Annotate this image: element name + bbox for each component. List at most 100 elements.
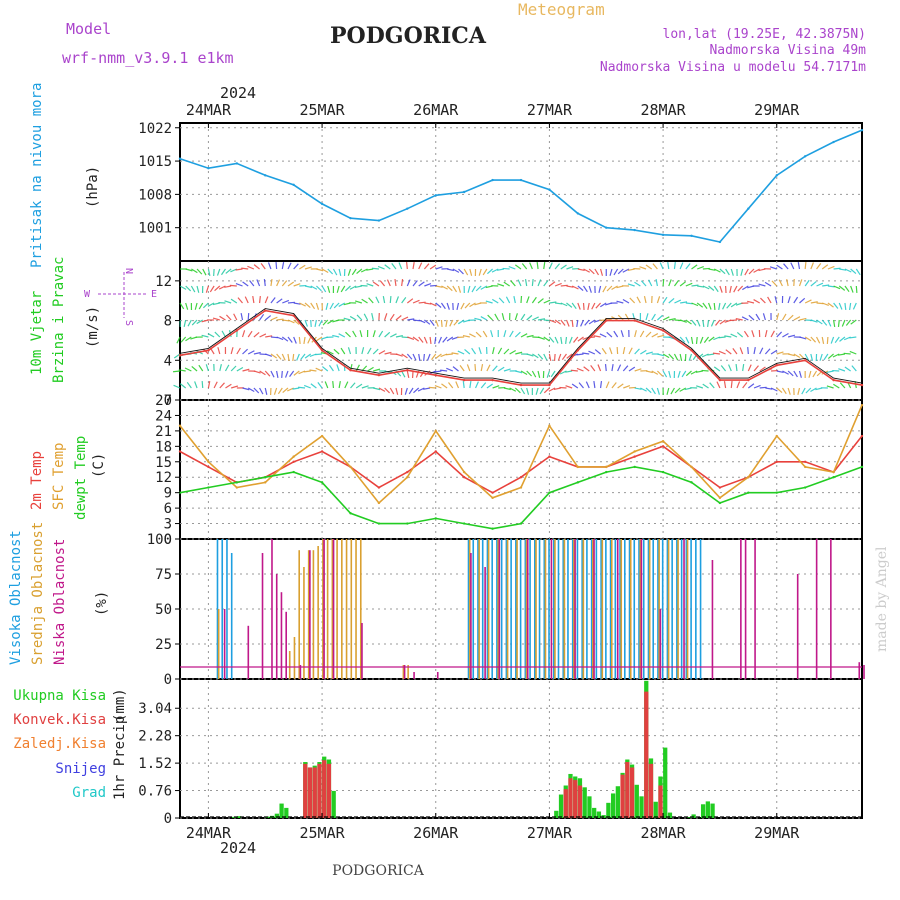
wind-arrow: [699, 336, 704, 344]
clouds-bar-srednja-oblacnost: [677, 539, 679, 679]
clouds-bar-visoka-oblacnost: [230, 553, 233, 679]
wind-arrow: [224, 364, 230, 372]
wind-arrow: [767, 296, 772, 304]
wind-arrow: [303, 384, 311, 389]
wind-arrow: [459, 364, 465, 372]
wind-arrow: [850, 268, 857, 275]
wind-arrow: [549, 319, 557, 324]
wind-arrow: [640, 280, 647, 287]
wind-arrow: [401, 316, 409, 321]
clouds-bar-visoka-oblacnost: [699, 539, 702, 679]
precip-y-tick-label: 1.52: [138, 756, 172, 772]
wind-point: [377, 373, 381, 377]
precip-bar-konvek-kisa: [625, 762, 630, 818]
temperature-point: [434, 517, 437, 520]
clouds-bar-visoka-oblacnost: [642, 539, 645, 679]
wind-arrow: [565, 370, 573, 373]
wind-arrow: [440, 319, 443, 328]
clouds-bar-visoka-oblacnost: [614, 539, 617, 679]
clouds-bar-srednja-oblacnost: [629, 539, 632, 679]
wind-arrow: [640, 349, 647, 355]
wind-arrow: [247, 330, 253, 338]
wind-arrow: [833, 383, 840, 389]
clouds-bar-niska-oblacnost: [740, 539, 742, 679]
temperature-point: [349, 512, 352, 515]
temperature-point: [377, 501, 381, 505]
wind-arrow: [774, 296, 778, 304]
wind-arrow: [710, 319, 715, 327]
temperature-point: [434, 450, 437, 453]
clouds-bar-srednja-oblacnost: [312, 550, 315, 679]
wind-arrow: [548, 262, 553, 270]
wind-arrow: [191, 268, 198, 274]
wind-arrow: [827, 285, 835, 288]
wind-arrow: [566, 285, 574, 288]
wind-arrow: [748, 268, 755, 275]
temperature-point: [803, 465, 807, 469]
wind-arrow: [191, 365, 198, 372]
temperature-point: [690, 481, 693, 484]
wind-arrow: [207, 302, 215, 307]
wind-arrow: [719, 268, 726, 275]
wind-arrow: [482, 330, 488, 338]
wind-arrow: [230, 347, 234, 355]
day-label-bottom: 26MAR: [413, 824, 459, 842]
wind-arrow: [753, 299, 760, 304]
wind-arrow: [185, 336, 192, 342]
wind-arrow: [423, 353, 425, 362]
wind-arrow: [340, 347, 346, 355]
wind-arrow: [776, 264, 783, 270]
wind-arrow: [384, 313, 388, 321]
wind-arrow: [270, 278, 273, 287]
wind-arrow: [801, 387, 806, 395]
wind-arrow: [539, 387, 545, 395]
temperature-panel-frame: [179, 399, 863, 540]
wind-arrow: [343, 317, 351, 321]
wind-arrow: [474, 381, 479, 389]
wind-arrow: [627, 268, 635, 272]
wind-arrow: [183, 319, 187, 327]
wind-arrow: [609, 268, 613, 276]
wind-arrow: [412, 299, 420, 304]
wind-arrow: [407, 336, 415, 340]
wind-arrow: [361, 385, 369, 389]
wind-arrow: [462, 335, 470, 338]
clouds-bar-visoka-oblacnost: [552, 539, 555, 679]
wind-arrow: [497, 366, 505, 372]
wind-arrow: [622, 298, 630, 304]
pressure-point: [235, 162, 239, 165]
wind-arrow: [604, 363, 607, 372]
temperature-point: [320, 450, 324, 453]
temperature-point: [661, 470, 665, 474]
wind-arrow: [617, 268, 624, 275]
wind-arrow: [782, 332, 789, 338]
temp-ylabel-sfc: SFC Temp: [51, 443, 67, 510]
wind-arrow: [259, 370, 266, 376]
clouds-bar-visoka-oblacnost: [595, 539, 598, 679]
wind-arrow: [462, 380, 465, 389]
wind-arrow: [514, 387, 521, 394]
pressure-point: [434, 194, 437, 197]
temperature-y-tick-label: 0: [164, 532, 172, 548]
precip-bar-ukupna-kisa: [691, 814, 696, 818]
wind-arrow: [838, 285, 846, 291]
wind-arrow: [264, 315, 272, 321]
pressure-point: [264, 174, 267, 177]
wind-arrow: [219, 315, 226, 321]
clouds-bar-srednja-oblacnost: [620, 539, 623, 679]
wind-arrow: [487, 314, 494, 321]
wind-point: [349, 369, 352, 372]
wind-arrow: [695, 336, 698, 345]
wind-arrow: [657, 334, 665, 338]
wind-arrow: [247, 387, 255, 393]
clouds-bar-niska-oblacnost: [711, 560, 714, 679]
wind-arrow: [670, 387, 675, 395]
clouds-bar-srednja-oblacnost: [667, 539, 670, 679]
wind-arrow: [366, 268, 374, 271]
wind-arrow: [260, 262, 266, 270]
wind-arrow: [451, 352, 459, 355]
precip-bar-ukupna-kisa: [639, 796, 644, 818]
wind-arrow: [832, 353, 840, 358]
wind-arrow: [812, 370, 818, 378]
wind-arrow: [485, 300, 493, 304]
